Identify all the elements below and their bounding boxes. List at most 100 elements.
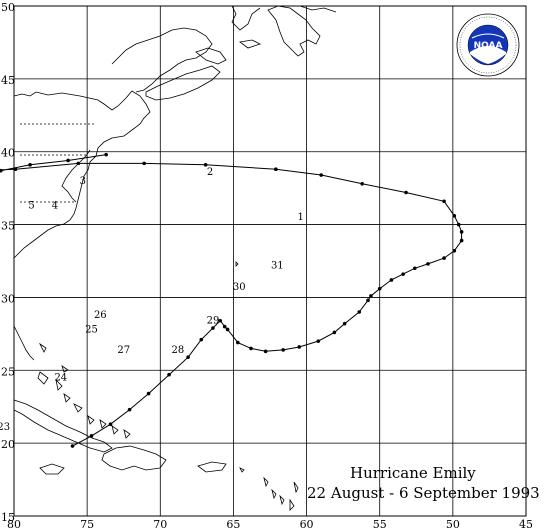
track-point [199,337,204,342]
track-point [389,278,394,282]
track-point [13,167,18,171]
lat-tick-label: 15 [1,511,15,524]
track-point [413,266,417,271]
lon-tick-label: 60 [300,518,314,530]
day-label: 4 [52,201,58,212]
lon-tick-label: 80 [7,518,21,530]
lat-tick-label: 35 [1,220,15,233]
lon-tick-label: 55 [373,518,387,530]
delaware-coast [79,149,91,163]
track-point [442,256,446,260]
lon-tick-label: 45 [519,518,533,530]
day-labels: 22232425262728293031123456 [0,167,304,433]
track-point [274,167,278,171]
track-point [127,407,132,412]
track-point [249,346,253,351]
day-label: 30 [233,282,246,293]
track-point [222,324,227,329]
track-point [66,158,70,163]
track-point [218,318,223,323]
noaa-logo-icon: NOAA [456,13,520,77]
day-label: 5 [28,201,34,212]
track-point [316,339,321,343]
lat-tick-label: 40 [1,147,15,160]
newfoundland [267,5,321,57]
track-point [452,249,457,253]
nova-scotia [145,65,221,101]
track-point [108,422,113,427]
jamaica [39,463,65,475]
grid-lines [13,5,527,517]
lon-tick-label: 70 [153,518,167,530]
track-point [404,190,408,195]
track-point [360,181,364,186]
day-label: 23 [0,422,10,433]
track-point [342,321,347,326]
track-point [401,272,405,276]
track-point [319,173,324,177]
track-point [225,327,230,332]
track-point [104,152,108,157]
labrador-coast [299,5,337,13]
coastlines [13,5,337,511]
bermuda [235,261,239,267]
track-point [366,298,370,303]
us-east-coast [13,90,151,259]
track-point [70,444,75,448]
track-point [146,391,151,396]
anticosti [239,39,262,49]
day-label: 2 [207,167,213,178]
track-point [459,238,464,243]
track-point [142,161,146,166]
storm-track [0,152,464,448]
track-point [426,262,430,266]
track-point [456,222,461,227]
lat-tick-label: 50 [1,1,15,14]
track-point [186,355,190,359]
logo-text: NOAA [474,41,503,51]
day-label: 31 [271,260,284,271]
gulf-st-lawrence [231,5,261,31]
track-point [76,161,81,166]
puerto-rico [197,461,227,473]
hispaniola [101,445,167,471]
cuba [13,399,113,453]
track-point [167,372,171,377]
maritimes-coast [111,27,213,93]
day-label: 28 [171,345,184,356]
florida-coast [13,325,35,361]
track-point [357,310,362,314]
title-line-2: 22 August - 6 September 1993 [307,484,540,502]
day-label: 27 [117,345,130,356]
track-point [377,286,382,291]
track-point [263,349,268,354]
day-label: 3 [80,176,86,187]
day-label: 24 [54,372,67,383]
track-point [28,163,32,167]
track-point [369,294,373,298]
track-point [0,168,3,173]
track-point [89,434,94,438]
track-line [0,154,463,447]
track-point [297,345,302,349]
day-label: 1 [298,212,304,223]
lesser-antilles [239,467,299,511]
lat-tick-label: 45 [1,74,15,87]
track-point [332,330,337,335]
track-point [211,326,215,330]
cape-breton-pei [195,47,227,65]
track-point [281,348,285,352]
bahamas [37,342,131,439]
lon-tick-label: 50 [446,518,460,530]
track-point [236,340,240,345]
title-line-1: Hurricane Emily [350,464,476,482]
lat-tick-label: 30 [1,292,15,305]
lat-tick-label: 20 [1,438,15,451]
day-label: 29 [207,316,220,327]
track-point [459,230,464,234]
track-point [452,214,457,218]
lon-tick-label: 65 [226,518,240,530]
lat-tick-label: 25 [1,365,15,378]
